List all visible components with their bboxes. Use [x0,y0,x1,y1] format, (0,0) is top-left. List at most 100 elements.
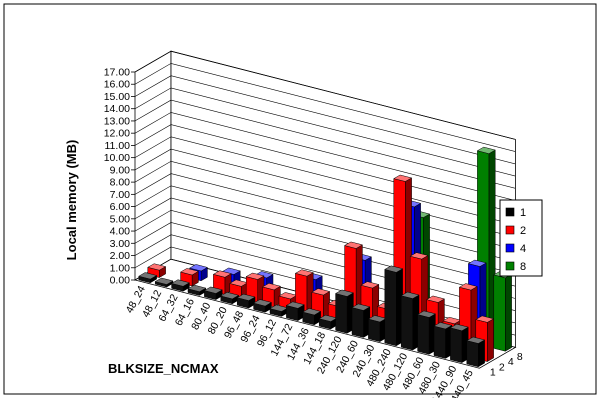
y-tick-label: 7.00 [110,189,131,201]
bar-top [302,308,322,316]
bar-top [384,265,404,273]
y-tick-label: 12.00 [104,128,130,140]
bar-front [493,274,506,352]
bar-front [335,293,348,334]
bar-1-80_40 [203,286,223,301]
bar-top [236,293,256,301]
bar-front [400,295,413,351]
legend-swatch-1 [505,207,515,217]
bar-top [433,322,453,330]
bar-top [147,263,167,271]
legend-swatch-2 [505,225,515,235]
gridline [134,63,516,152]
bar-front [450,327,463,363]
legend-swatch-4 [505,243,515,253]
y-tick-label: 11.00 [105,140,131,152]
bar-front [417,314,430,355]
bar-top [467,259,487,267]
bar-top [252,299,273,307]
bar-top [294,269,314,277]
bar-1-240_60 [351,303,371,338]
y-tick-label: 13.00 [104,115,130,127]
bar-top [179,268,200,276]
bar-1-48_24 [138,272,158,284]
bar-top [393,174,413,182]
gridline [134,75,516,165]
legend-label-2: 2 [520,225,526,237]
bar-top [334,289,355,297]
bar-top [476,146,496,154]
bar-1-240_120 [334,289,355,334]
bar-1-144_18 [318,314,338,330]
side-wall [134,50,172,281]
y-tick-label: 10.00 [104,152,130,164]
bar-top [203,286,223,294]
bar-1-96_12 [269,304,289,317]
bar-1-480_240 [384,265,404,347]
bar-1-64_16 [187,284,207,296]
y-tick-label: 4.00 [110,226,131,238]
y-tick-label: 0.00 [110,275,131,287]
bar-top [458,283,478,291]
y-tick-label: 5.00 [110,213,131,225]
bar-1-48_12 [154,277,174,288]
bar-top [311,288,331,296]
bar-top [360,281,380,289]
bar-top [138,272,158,280]
bar-top [400,291,420,299]
bar-top [220,292,240,300]
bar-top [261,283,282,291]
y-tick-label: 6.00 [110,201,131,213]
bar-1-480_60 [416,310,437,355]
bar-top [343,241,364,249]
legend-label-4: 4 [520,243,526,255]
bar-top [285,301,305,309]
bar-front [384,269,397,347]
bar-front [368,318,381,342]
bar-top [409,252,429,260]
y-tick-label: 15.00 [104,91,130,103]
bar-1-1440_45 [466,336,486,368]
y-tick-label: 1.00 [110,262,131,274]
bar-1-1440_90 [449,323,469,364]
gridline [134,50,516,140]
depth-tick-label: 2 [499,361,505,373]
depth-tick-label: 1 [490,367,496,379]
bar-front [466,340,479,368]
gridline [134,87,516,177]
bar-top [188,264,209,272]
bar-1-240_30 [367,315,387,343]
bar-top [212,270,232,278]
bar-top [416,310,437,318]
gridline [134,99,516,189]
legend-label-1: 1 [520,207,526,219]
bar-1-64_32 [170,279,191,292]
y-tick-label: 14.00 [104,103,130,115]
bar-1-144_72 [285,301,305,322]
x-axis-label: BLKSIZE_NCMAX [108,361,219,376]
y-tick-label: 16.00 [104,79,130,91]
depth-tick-label: 8 [517,351,523,363]
bar-1-96_24 [252,299,273,313]
bar-1-480_120 [400,291,420,351]
bar-top [170,279,191,287]
bar-top [466,336,486,344]
bar-top [351,303,371,311]
bar-1-144_36 [302,308,322,326]
bar-side [487,318,494,363]
legend-swatch-8 [505,261,515,271]
y-axis-ticks: 0.001.002.003.004.005.006.007.008.009.00… [104,67,135,287]
y-tick-label: 9.00 [110,164,131,176]
bar-1-480_30 [433,322,453,359]
y-tick-label: 17.00 [104,67,130,79]
bar-side [478,339,485,368]
bar-top [154,277,174,285]
bar-top [245,272,265,280]
bar-1-96_48 [236,293,256,309]
y-axis-label: Local memory (MB) [64,140,79,261]
bar-side [505,273,512,352]
chart-bars [138,146,513,368]
bar-8-1440_45 [493,270,513,352]
